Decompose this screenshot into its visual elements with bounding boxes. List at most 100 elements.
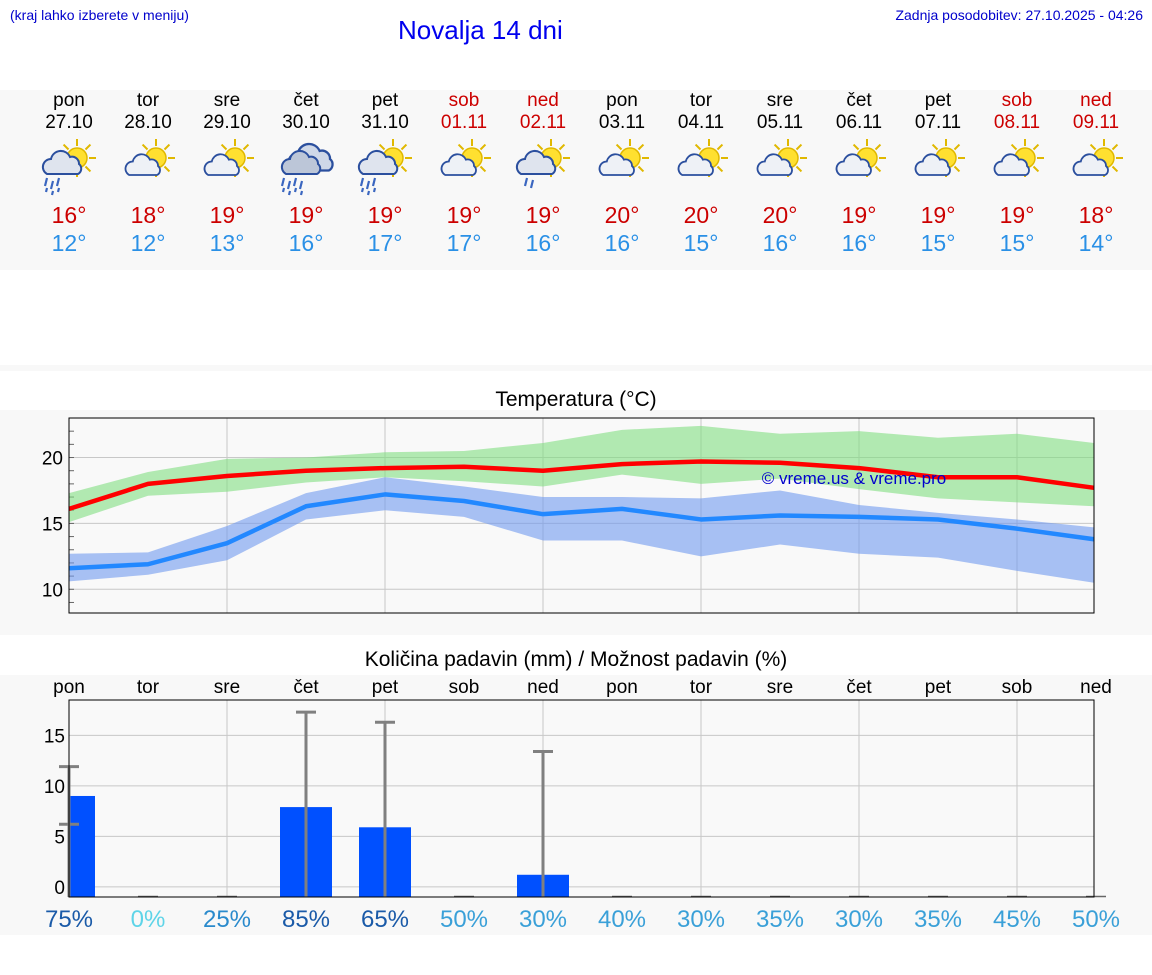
day-name: sob: [448, 90, 480, 111]
sun-cloud-icon: [914, 139, 965, 177]
day-name: tor: [136, 90, 160, 111]
sun-cloud-icon: [440, 139, 491, 177]
day-label: sre: [767, 677, 793, 698]
day-date: 06.11: [835, 112, 883, 133]
y-tick-label: 10: [42, 580, 63, 601]
temp-min: 14°: [1078, 230, 1114, 256]
y-tick-label: 5: [54, 827, 65, 848]
day-label: čet: [846, 677, 872, 698]
precip-chance-label: 40%: [598, 906, 646, 933]
plot-border: [68, 417, 1095, 614]
day-name: sob: [1001, 90, 1033, 111]
precip-chance-label: 50%: [1072, 906, 1120, 933]
watermark: © vreme.us & vreme.pro: [762, 469, 946, 488]
precip-chance-label: 45%: [993, 906, 1041, 933]
plot-area: [69, 700, 1094, 897]
sun-cloud-icon: [756, 139, 807, 177]
precip-chance-label: 50%: [440, 906, 488, 933]
page-title: Novalja 14 dni: [398, 15, 563, 45]
day-column: sob 08.11 19° 15°: [977, 90, 1057, 257]
precip-chance-label: 0%: [131, 906, 166, 933]
temp-min: 16°: [762, 230, 798, 256]
y-tick-label: 15: [44, 726, 65, 747]
temp-max: 19°: [446, 202, 482, 228]
temp-max: 20°: [762, 202, 798, 228]
day-name: sre: [766, 90, 794, 111]
day-date: 02.11: [519, 112, 567, 133]
day-column: ned 09.11 18° 14°: [1056, 90, 1136, 257]
temp-max: 19°: [209, 202, 245, 228]
temperature-chart-title: Temperatura (°C): [495, 388, 657, 411]
last-updated: Zadnja posodobitev: 27.10.2025 - 04:26: [895, 7, 1143, 23]
day-name: čet: [293, 90, 319, 111]
min-temp-line: [68, 492, 1095, 571]
divider: [0, 365, 1152, 371]
sun-cloud-rain-icon: [357, 139, 412, 196]
day-date: 04.11: [677, 112, 725, 133]
temp-max: 19°: [367, 202, 403, 228]
day-column: sre 05.11 20° 16°: [740, 90, 820, 257]
day-name: ned: [1080, 90, 1112, 111]
precip-chance-label: 35%: [914, 906, 962, 933]
precip-bar: [69, 795, 95, 897]
max-temp-range-band: [69, 425, 1094, 523]
precip-chance-label: 75%: [45, 906, 93, 933]
day-column: čet 30.10 19° 16°: [266, 90, 346, 257]
temp-max: 19°: [920, 202, 956, 228]
day-name: pet: [924, 90, 952, 111]
temp-max: 20°: [683, 202, 719, 228]
day-label: sre: [214, 677, 240, 698]
temp-min: 16°: [604, 230, 640, 256]
day-column: čet 06.11 19° 16°: [819, 90, 899, 257]
precip-chance-label: 30%: [677, 906, 725, 933]
day-column: tor 28.10 18° 12°: [108, 90, 188, 257]
sun-cloud-light-rain-icon: [515, 139, 570, 189]
precip-chance-label: 35%: [756, 906, 804, 933]
cloud-rain-icon: [280, 142, 334, 196]
sun-cloud-icon: [203, 139, 254, 177]
day-label: pet: [925, 677, 952, 698]
day-column: pon 27.10 16° 12°: [29, 90, 109, 257]
y-tick-label: 0: [54, 878, 65, 899]
day-date: 07.11: [914, 112, 962, 133]
day-label: sob: [1002, 677, 1033, 698]
day-name: pet: [371, 90, 399, 111]
day-label: pon: [606, 677, 638, 698]
temp-min: 15°: [920, 230, 956, 256]
temp-max: 19°: [841, 202, 877, 228]
temp-max: 19°: [999, 202, 1035, 228]
day-name: pon: [606, 90, 638, 111]
day-name: pon: [53, 90, 85, 111]
temp-min: 16°: [841, 230, 877, 256]
temp-min: 13°: [209, 230, 245, 256]
day-column: tor 04.11 20° 15°: [661, 90, 741, 257]
sun-cloud-rain-icon: [41, 139, 96, 196]
day-column: pet 31.10 19° 17°: [345, 90, 425, 257]
temp-max: 20°: [604, 202, 640, 228]
location-hint: (kraj lahko izberete v meniju): [10, 7, 189, 23]
day-label: ned: [1080, 677, 1112, 698]
day-name: ned: [527, 90, 559, 111]
day-date: 31.10: [361, 112, 409, 133]
day-date: 08.11: [993, 112, 1041, 133]
day-label: tor: [137, 677, 160, 698]
day-date: 29.10: [203, 112, 251, 133]
plot-border: [68, 699, 1095, 898]
temp-min: 16°: [288, 230, 324, 256]
day-label: čet: [293, 677, 319, 698]
day-name: tor: [689, 90, 713, 111]
day-label: pet: [372, 677, 399, 698]
day-date: 03.11: [598, 112, 646, 133]
y-tick-label: 20: [42, 449, 63, 470]
temp-min: 16°: [525, 230, 561, 256]
day-date: 27.10: [45, 112, 93, 133]
temp-max: 18°: [130, 202, 166, 228]
day-date: 09.11: [1072, 112, 1120, 133]
day-column: pon 03.11 20° 16°: [582, 90, 662, 257]
precip-chance-label: 85%: [282, 906, 330, 933]
forecast-band: [0, 90, 1152, 270]
day-date: 30.10: [282, 112, 330, 133]
sun-cloud-icon: [124, 139, 175, 177]
temp-min: 15°: [683, 230, 719, 256]
max-temp-line: [68, 459, 1095, 512]
